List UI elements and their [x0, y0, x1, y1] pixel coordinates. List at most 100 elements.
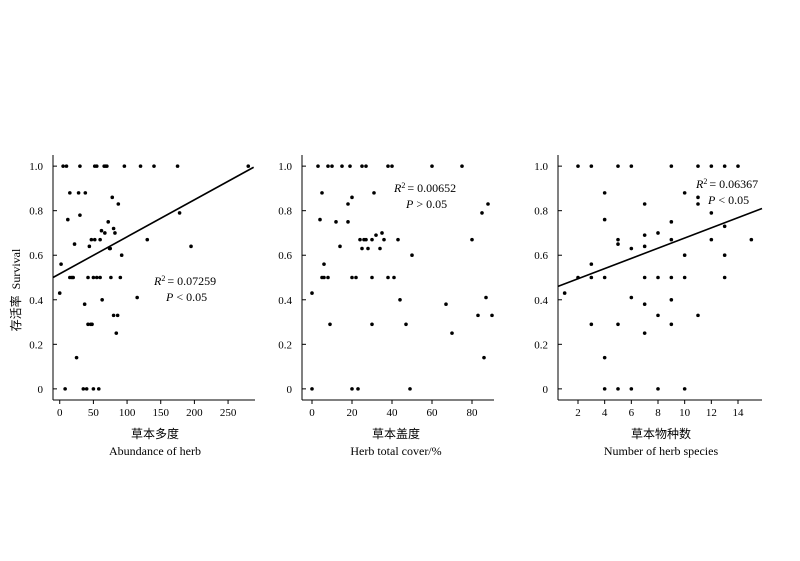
data-point: [616, 242, 620, 246]
y-tick-label: 0.2: [278, 339, 292, 351]
x-tick-label: 20: [347, 407, 359, 419]
data-point: [669, 164, 674, 168]
data-point: [490, 313, 494, 318]
y-tick-label: 1.0: [29, 161, 43, 173]
data-point: [318, 217, 322, 222]
data-point: [669, 237, 674, 242]
data-point: [366, 246, 370, 251]
data-point: [109, 275, 113, 280]
data-point: [390, 164, 394, 168]
data-point: [410, 253, 414, 258]
data-point: [99, 228, 104, 233]
data-point: [682, 275, 687, 280]
annotation-p-3: P < 0.05: [707, 193, 749, 207]
data-point: [656, 275, 660, 280]
data-point: [98, 275, 102, 280]
data-point: [84, 387, 89, 391]
data-point: [96, 387, 101, 391]
x-tick-label: 4: [602, 407, 608, 419]
data-point: [696, 195, 700, 200]
data-point: [484, 295, 488, 300]
data-point: [328, 322, 332, 327]
data-point: [138, 164, 143, 168]
x-tick-label: 2: [575, 407, 581, 419]
y-tick-label: 0.6: [278, 250, 292, 262]
y-tick-label: 0.2: [534, 339, 548, 351]
data-point: [334, 220, 338, 224]
x-tick-label: 14: [733, 407, 745, 419]
data-point: [576, 164, 580, 168]
data-point: [340, 164, 344, 168]
data-point: [57, 291, 62, 295]
x-axis-title-1: Abundance of herb: [109, 444, 201, 458]
data-point: [91, 275, 96, 280]
y-tick-label: 0.4: [534, 295, 548, 307]
data-point: [370, 237, 374, 242]
data-point: [94, 275, 99, 280]
data-point: [110, 195, 115, 200]
annotation-r2-1: R2 = 0.07259: [153, 274, 216, 289]
data-point: [145, 237, 150, 242]
data-point: [682, 253, 687, 258]
regression-line: [557, 207, 763, 288]
plot-area-1: 0 0.2 0.4 0.6 0.8 1.0 0 50 100 150 200 250: [29, 155, 255, 419]
data-point: [396, 237, 400, 242]
panel-abundance: 0 0.2 0.4 0.6 0.8 1.0 0 50 100 150 200 250 草本多度 Abu…: [29, 155, 255, 458]
data-point: [322, 262, 326, 266]
data-point: [350, 387, 354, 391]
data-point: [629, 295, 634, 300]
data-point: [105, 164, 109, 168]
data-point: [629, 387, 634, 391]
data-point: [310, 387, 314, 391]
data-point: [602, 217, 607, 222]
data-point: [696, 164, 700, 168]
data-point: [372, 191, 376, 195]
annotation-r2-3: R2 = 0.06367: [695, 177, 758, 192]
data-point: [589, 322, 594, 327]
data-point: [709, 237, 714, 242]
y-tick-label: 0.4: [29, 295, 43, 307]
x-tick-label: 50: [88, 407, 100, 419]
data-point: [408, 387, 412, 391]
y-tick-label: 1.0: [278, 161, 292, 173]
data-point: [616, 237, 620, 242]
data-point: [87, 244, 92, 249]
data-point: [722, 164, 727, 168]
x-tick-label: 0: [309, 407, 315, 419]
data-point: [382, 237, 386, 242]
data-point: [115, 313, 120, 318]
data-point: [642, 302, 647, 307]
data-point: [476, 313, 480, 318]
y-tick-label: 0.6: [534, 250, 548, 262]
x-tick-label: 150: [152, 407, 169, 419]
data-point: [100, 297, 104, 302]
data-point: [486, 202, 490, 206]
data-point: [378, 246, 382, 251]
data-point: [589, 262, 594, 266]
data-point: [616, 387, 620, 391]
data-point: [386, 164, 390, 168]
data-point: [83, 191, 88, 195]
data-point: [696, 313, 700, 318]
panel-cover: 0 0.2 0.4 0.6 0.8 1.0 0 20 40 60 80 草本盖度 Herb tota…: [278, 155, 494, 458]
annotation-p-2: P > 0.05: [405, 197, 447, 211]
data-point: [616, 322, 620, 327]
data-point: [103, 231, 107, 235]
data-point: [78, 213, 82, 217]
data-point: [370, 275, 374, 280]
data-point: [629, 164, 634, 168]
data-point: [86, 275, 90, 280]
data-point: [72, 242, 77, 246]
data-point: [656, 387, 660, 391]
x-tick-label: 100: [119, 407, 136, 419]
data-point: [94, 164, 99, 168]
x-tick-label: 80: [467, 407, 479, 419]
x-tick-label: 10: [679, 407, 691, 419]
data-point: [74, 355, 79, 360]
data-point: [392, 275, 396, 280]
svg-text:存活率 Survival: 存活率 Survival: [8, 248, 23, 331]
data-point: [330, 164, 334, 168]
data-point: [430, 164, 434, 168]
data-point: [91, 387, 96, 391]
